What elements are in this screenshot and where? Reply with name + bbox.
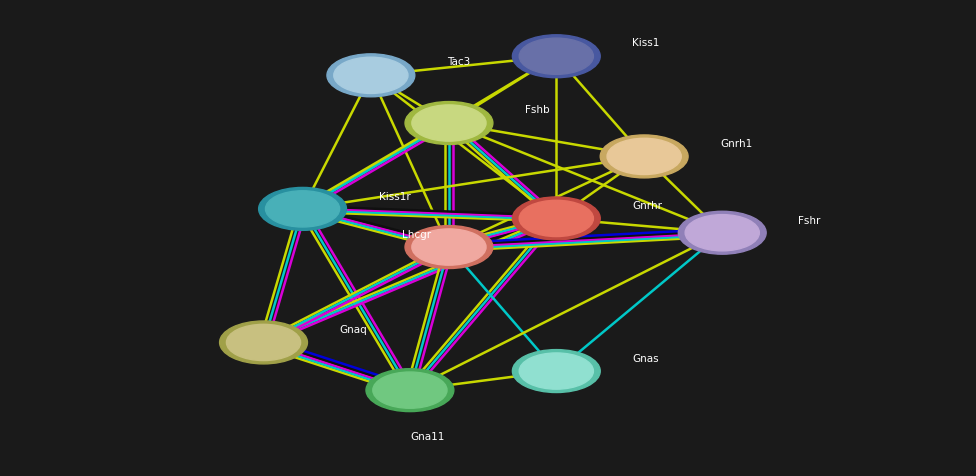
Circle shape (519, 201, 593, 237)
Text: Lhcgr: Lhcgr (402, 229, 431, 239)
Circle shape (412, 229, 486, 266)
Circle shape (600, 136, 688, 178)
Text: Gnrhr: Gnrhr (632, 201, 663, 211)
Circle shape (226, 325, 301, 361)
Circle shape (334, 58, 408, 94)
Circle shape (512, 350, 600, 393)
Circle shape (373, 372, 447, 408)
Text: Fshr: Fshr (798, 215, 821, 225)
Circle shape (512, 36, 600, 79)
Circle shape (405, 226, 493, 269)
Circle shape (412, 106, 486, 142)
Circle shape (607, 139, 681, 175)
Text: Tac3: Tac3 (447, 57, 470, 67)
Text: Gnas: Gnas (632, 353, 659, 363)
Circle shape (366, 369, 454, 412)
Circle shape (259, 188, 346, 231)
Text: Gnaq: Gnaq (340, 325, 367, 335)
Text: Gnrh1: Gnrh1 (720, 139, 752, 149)
Circle shape (678, 212, 766, 255)
Text: Kiss1: Kiss1 (632, 38, 660, 48)
Circle shape (220, 321, 307, 364)
Text: Fshb: Fshb (525, 105, 549, 114)
Circle shape (519, 39, 593, 75)
Circle shape (327, 55, 415, 98)
Circle shape (685, 215, 759, 251)
Circle shape (519, 353, 593, 389)
Circle shape (512, 198, 600, 240)
Circle shape (265, 191, 340, 228)
Circle shape (405, 102, 493, 145)
Text: Kiss1r: Kiss1r (379, 191, 411, 201)
Text: Gna11: Gna11 (410, 431, 444, 441)
